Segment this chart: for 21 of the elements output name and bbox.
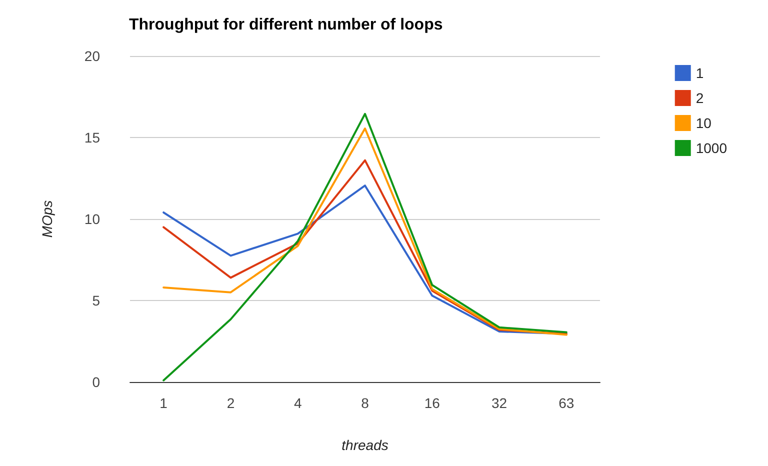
legend-label: 2 (696, 90, 704, 106)
line-series (162, 112, 568, 382)
x-tick-label: 4 (294, 395, 302, 411)
y-tick-label: 10 (84, 211, 100, 227)
line-series (162, 128, 568, 336)
legend-label: 1000 (696, 140, 728, 156)
x-tick-label: 32 (491, 395, 508, 411)
x-tick-label: 63 (558, 395, 574, 411)
chart-title: Throughput for different number of loops (129, 16, 443, 34)
legend-label: 10 (696, 115, 712, 131)
x-axis-title: threads (342, 437, 388, 453)
y-tick-label: 20 (84, 48, 100, 64)
y-axis-title: MOps (39, 200, 55, 238)
x-tick-label: 1 (160, 395, 168, 411)
y-tick-label: 0 (92, 374, 100, 390)
y-tick-label: 15 (84, 130, 100, 146)
x-tick-label: 2 (226, 395, 235, 411)
legend-label: 1 (696, 65, 704, 81)
x-tick-label: 16 (424, 395, 440, 411)
x-tick-label: 8 (361, 395, 370, 411)
y-tick-label: 5 (92, 292, 100, 308)
